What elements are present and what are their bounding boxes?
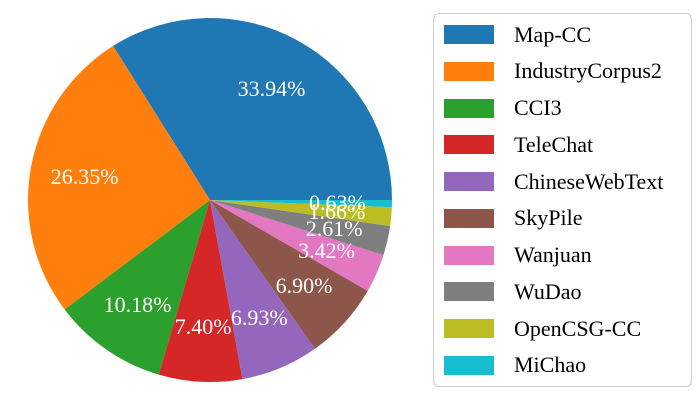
legend-item-Map-CC: Map-CC xyxy=(444,21,681,47)
legend-item-IndustryCorpus2: IndustryCorpus2 xyxy=(444,58,681,84)
legend-label: SkyPile xyxy=(514,205,583,231)
pie-slice-CCI3 xyxy=(64,200,211,375)
legend-swatch-MiChao xyxy=(444,355,494,375)
pie-slice-Wanjuan xyxy=(210,200,384,291)
legend-label: OpenCSG-CC xyxy=(514,315,642,341)
legend-item-CCI3: CCI3 xyxy=(444,95,681,121)
legend-item-ChineseWebText: ChineseWebText xyxy=(444,168,681,194)
legend-swatch-CCI3 xyxy=(444,98,494,118)
legend-swatch-Wanjuan xyxy=(444,245,494,265)
legend-label: Map-CC xyxy=(514,21,591,47)
pie-slice-SkyPile xyxy=(210,200,368,349)
pie-slice-Map-CC xyxy=(113,17,392,200)
legend-item-OpenCSG-CC: OpenCSG-CC xyxy=(444,315,681,341)
pie-slice-TeleChat xyxy=(158,200,243,382)
legend-swatch-TeleChat xyxy=(444,135,494,155)
legend-swatch-SkyPile xyxy=(444,208,494,228)
legend-swatch-OpenCSG-CC xyxy=(444,319,494,339)
legend-item-SkyPile: SkyPile xyxy=(444,205,681,231)
pie-slice-ChineseWebText xyxy=(210,200,315,380)
legend-label: ChineseWebText xyxy=(514,168,664,194)
legend-label: Wanjuan xyxy=(514,242,592,268)
legend-label: WuDao xyxy=(514,278,582,304)
pie-slice-OpenCSG-CC xyxy=(210,200,392,227)
pie-slice-IndustryCorpus2 xyxy=(28,45,211,310)
legend-item-MiChao: MiChao xyxy=(444,352,681,378)
pie-slice-MiChao xyxy=(210,200,393,208)
legend-item-WuDao: WuDao xyxy=(444,278,681,304)
legend-label: IndustryCorpus2 xyxy=(514,58,662,84)
legend-swatch-IndustryCorpus2 xyxy=(444,61,494,81)
legend-label: TeleChat xyxy=(514,131,594,157)
legend: Map-CC IndustryCorpus2 CCI3 TeleChat Chinese… xyxy=(433,13,692,387)
legend-swatch-Map-CC xyxy=(444,25,494,44)
legend-label: CCI3 xyxy=(514,95,562,121)
legend-item-Wanjuan: Wanjuan xyxy=(444,242,681,268)
legend-swatch-ChineseWebText xyxy=(444,172,494,192)
legend-swatch-WuDao xyxy=(444,282,494,302)
legend-label: MiChao xyxy=(514,352,587,378)
legend-item-TeleChat: TeleChat xyxy=(444,131,681,157)
pie-slice-WuDao xyxy=(210,200,391,256)
